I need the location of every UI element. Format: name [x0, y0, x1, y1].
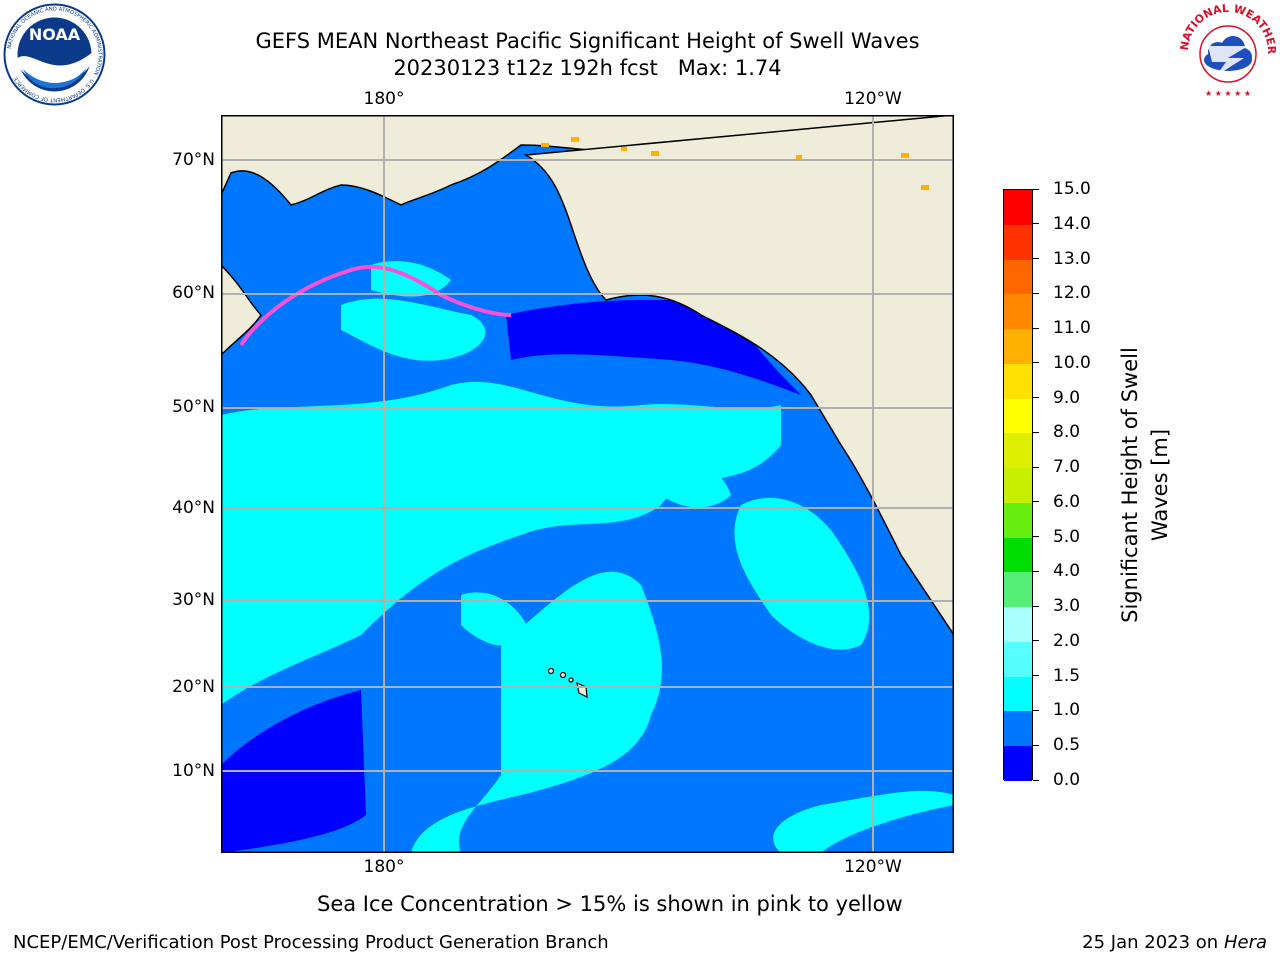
colorbar-tick-label: 5.0 — [1053, 526, 1081, 547]
colorbar-tick-label: 6.0 — [1053, 491, 1081, 512]
colorbar-tick-label: 2.0 — [1053, 630, 1081, 651]
chart-subtitle: 20230123 t12z 192h fcst Max: 1.74 — [393, 56, 782, 80]
footer-date: 25 Jan 2023 on Hera — [1082, 932, 1267, 954]
colorbar-tick-label: 1.0 — [1053, 700, 1081, 721]
colorbar-bin — [1004, 398, 1032, 434]
colorbar-label-line2: Waves [m] — [1148, 428, 1172, 542]
colorbar-bin — [1004, 363, 1032, 399]
colorbar-tick-mark — [1033, 605, 1039, 607]
colorbar-tick-mark — [1033, 258, 1039, 260]
colorbar-tick-mark — [1033, 223, 1039, 225]
bottom-lon-label-180: 180° — [363, 857, 405, 877]
colorbar-bin — [1004, 294, 1032, 329]
lat-label-10n: 10°N — [172, 761, 215, 781]
colorbar-bin — [1004, 259, 1032, 295]
bottom-lon-label-120w: 120°W — [844, 857, 902, 877]
colorbar-tick-label: 0.5 — [1053, 735, 1081, 756]
swell-height-map — [221, 115, 954, 853]
colorbar-tick-mark — [1033, 466, 1039, 468]
colorbar-bin — [1004, 746, 1032, 781]
colorbar-tick-mark — [1033, 570, 1039, 572]
colorbar-tick-mark — [1033, 709, 1039, 711]
noaa-logo: NOAA NATIONAL OCEANIC AND ATMOSPHERIC AD… — [3, 3, 106, 106]
colorbar-tick-mark — [1033, 431, 1039, 433]
colorbar-tick-label: 3.0 — [1053, 596, 1081, 617]
sea-ice-note: Sea Ice Concentration > 15% is shown in … — [317, 892, 903, 916]
colorbar-tick-mark — [1033, 501, 1039, 503]
colorbar-bin — [1004, 433, 1032, 468]
noaa-logo-text: NOAA — [29, 25, 81, 44]
colorbar-tick-label: 15.0 — [1053, 179, 1091, 199]
colorbar-tick-mark — [1033, 327, 1039, 329]
colorbar-tick-label: 7.0 — [1053, 457, 1081, 478]
colorbar-tick-label: 12.0 — [1053, 283, 1091, 304]
colorbar-bin — [1004, 502, 1032, 538]
colorbar-tick-mark — [1033, 362, 1039, 364]
colorbar-bin — [1004, 676, 1032, 712]
top-lon-label-180: 180° — [363, 89, 405, 109]
sea-ice-fringe-high — [541, 137, 929, 190]
colorbar-tick-mark — [1033, 397, 1039, 399]
lat-label-30n: 30°N — [172, 590, 215, 610]
colorbar-tick-label: 14.0 — [1053, 213, 1091, 234]
swell-band-1p5-2 — [221, 260, 954, 853]
colorbar-tick-mark — [1033, 536, 1039, 538]
colorbar-tick-label: 8.0 — [1053, 422, 1081, 443]
colorbar-bin — [1004, 711, 1032, 746]
colorbar-tick-mark — [1033, 675, 1039, 677]
colorbar-bin — [1004, 329, 1032, 364]
footer-branch: NCEP/EMC/Verification Post Processing Pr… — [13, 932, 609, 953]
colorbar-tick-label: 0.0 — [1053, 770, 1081, 790]
footer-host: Hera — [1223, 932, 1267, 953]
lat-label-60n: 60°N — [172, 283, 215, 303]
map-gridlines — [221, 115, 954, 853]
lat-label-40n: 40°N — [172, 498, 215, 518]
top-lon-label-120w: 120°W — [844, 89, 902, 109]
colorbar-bin — [1004, 607, 1032, 642]
colorbar-bin — [1004, 190, 1032, 225]
colorbar-tick-mark — [1033, 744, 1039, 746]
land-masses — [221, 115, 954, 637]
colorbar-bin — [1004, 468, 1032, 503]
colorbar-tick-mark — [1033, 640, 1039, 642]
colorbar-tick-mark — [1033, 292, 1039, 294]
colorbar-tick-label: 13.0 — [1053, 248, 1091, 269]
svg-text:★ ★ ★ ★ ★: ★ ★ ★ ★ ★ — [1205, 89, 1251, 98]
colorbar-bin — [1004, 537, 1032, 573]
colorbar-bin — [1004, 572, 1032, 607]
colorbar-bin — [1004, 641, 1032, 677]
footer-date-text: 25 Jan 2023 on — [1082, 932, 1224, 953]
colorbar — [1003, 189, 1033, 781]
colorbar-tick-label: 4.0 — [1053, 561, 1081, 582]
colorbar-label-line1: Significant Height of Swell — [1118, 347, 1142, 623]
lat-label-20n: 20°N — [172, 677, 215, 697]
colorbar-tick-label: 9.0 — [1053, 387, 1081, 408]
colorbar-tick-label: 1.5 — [1053, 665, 1081, 686]
colorbar-tick-label: 10.0 — [1053, 352, 1091, 373]
lat-label-50n: 50°N — [172, 397, 215, 417]
colorbar-tick-mark — [1033, 188, 1039, 190]
colorbar-tick-mark — [1033, 779, 1039, 781]
chart-title: GEFS MEAN Northeast Pacific Significant … — [255, 29, 920, 53]
lat-label-70n: 70°N — [172, 150, 215, 170]
map-border — [221, 115, 954, 853]
colorbar-bin — [1004, 224, 1032, 260]
nws-logo: NATIONAL WEATHER SERVICE ★ ★ ★ ★ ★ — [1174, 0, 1278, 102]
colorbar-tick-label: 11.0 — [1053, 318, 1091, 339]
